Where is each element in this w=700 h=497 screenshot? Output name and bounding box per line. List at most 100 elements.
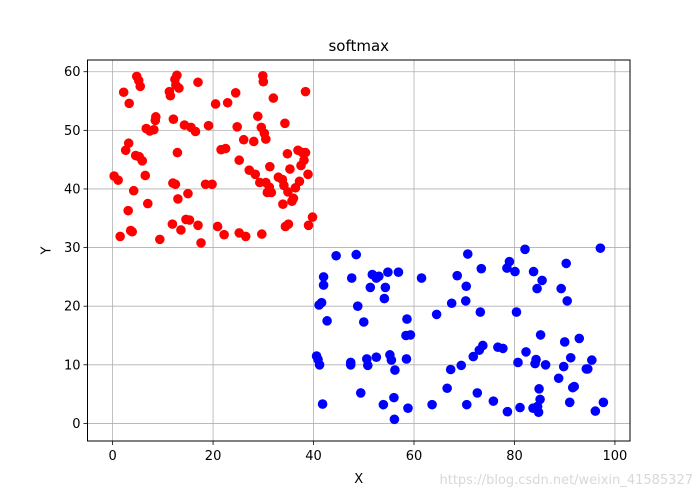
- data-point: [299, 155, 309, 166]
- data-point: [280, 118, 290, 129]
- plot-frame: [87, 59, 631, 442]
- data-point: [196, 238, 206, 248]
- data-point: [378, 399, 389, 410]
- data-point: [533, 407, 544, 418]
- data-point: [561, 258, 572, 269]
- data-point: [380, 282, 391, 293]
- data-point: [386, 355, 397, 365]
- data-points: [109, 70, 609, 425]
- data-point: [346, 273, 357, 283]
- data-point: [155, 234, 165, 245]
- data-point: [248, 136, 259, 147]
- data-point: [461, 399, 472, 410]
- data-point: [559, 337, 570, 347]
- data-point: [240, 231, 251, 242]
- data-point: [510, 266, 520, 277]
- data-point: [574, 333, 585, 344]
- y-tick-label: 50: [64, 124, 81, 139]
- data-point: [355, 388, 366, 398]
- data-point: [172, 70, 182, 81]
- watermark-text: https://blog.csdn.net/weixin_41585327: [439, 473, 693, 488]
- data-point: [170, 179, 181, 190]
- data-point: [476, 263, 487, 274]
- data-point: [222, 97, 233, 108]
- data-point: [165, 90, 176, 101]
- series-1: [109, 70, 318, 248]
- y-tick-label: 60: [64, 65, 81, 80]
- data-point: [498, 343, 508, 354]
- data-point: [475, 307, 486, 317]
- data-point: [431, 309, 442, 320]
- y-tick-label: 40: [64, 182, 81, 197]
- data-point: [427, 399, 437, 410]
- data-point: [288, 193, 299, 204]
- data-point: [220, 143, 231, 154]
- data-point: [528, 266, 539, 277]
- data-point: [374, 271, 384, 282]
- data-point: [137, 156, 148, 166]
- data-point: [168, 114, 179, 125]
- y-tick-label: 30: [64, 241, 81, 256]
- data-point: [174, 83, 184, 93]
- x-tick-label: 0: [108, 449, 116, 464]
- data-point: [595, 243, 606, 253]
- data-point: [266, 187, 277, 198]
- data-point: [123, 138, 134, 149]
- data-point: [283, 187, 293, 197]
- data-point: [294, 176, 305, 187]
- data-point: [452, 270, 463, 281]
- y-tick-label: 0: [72, 417, 80, 432]
- data-point: [478, 340, 488, 351]
- data-point: [230, 88, 241, 98]
- data-point: [488, 396, 499, 406]
- data-point: [401, 354, 412, 364]
- data-point: [462, 249, 473, 259]
- data-point: [531, 354, 541, 365]
- chart-title: softmax: [328, 37, 389, 55]
- data-point: [460, 296, 471, 306]
- y-axis-label: Y: [40, 246, 55, 255]
- data-point: [534, 384, 544, 394]
- data-point: [564, 397, 575, 408]
- data-point: [203, 120, 214, 131]
- data-point: [314, 360, 325, 370]
- data-point: [257, 229, 267, 239]
- data-point: [128, 185, 139, 196]
- data-point: [403, 403, 413, 413]
- data-point: [232, 122, 242, 132]
- data-point: [265, 161, 275, 172]
- data-point: [562, 296, 573, 306]
- data-point: [565, 352, 576, 363]
- data-point: [283, 219, 294, 229]
- data-point: [113, 175, 123, 185]
- data-point: [172, 147, 183, 158]
- data-point: [468, 351, 479, 362]
- data-point: [389, 414, 400, 425]
- data-point: [535, 330, 546, 340]
- data-point: [351, 249, 362, 260]
- data-point: [322, 316, 332, 326]
- data-point: [184, 215, 195, 225]
- data-point: [540, 360, 551, 370]
- data-point: [456, 360, 467, 371]
- data-point: [318, 280, 329, 290]
- data-point: [123, 205, 133, 216]
- data-point: [405, 330, 416, 340]
- data-point: [461, 281, 472, 292]
- data-point: [278, 199, 288, 209]
- data-point: [285, 164, 295, 174]
- data-point: [393, 267, 404, 277]
- x-tick-label: 60: [406, 449, 423, 464]
- data-point: [515, 402, 525, 413]
- data-point: [445, 364, 456, 375]
- data-point: [502, 406, 513, 417]
- data-point: [118, 87, 129, 98]
- data-point: [193, 77, 203, 88]
- data-point: [124, 98, 134, 109]
- data-point: [167, 219, 178, 229]
- data-point: [390, 365, 400, 375]
- data-point: [258, 76, 269, 87]
- data-point: [300, 86, 311, 97]
